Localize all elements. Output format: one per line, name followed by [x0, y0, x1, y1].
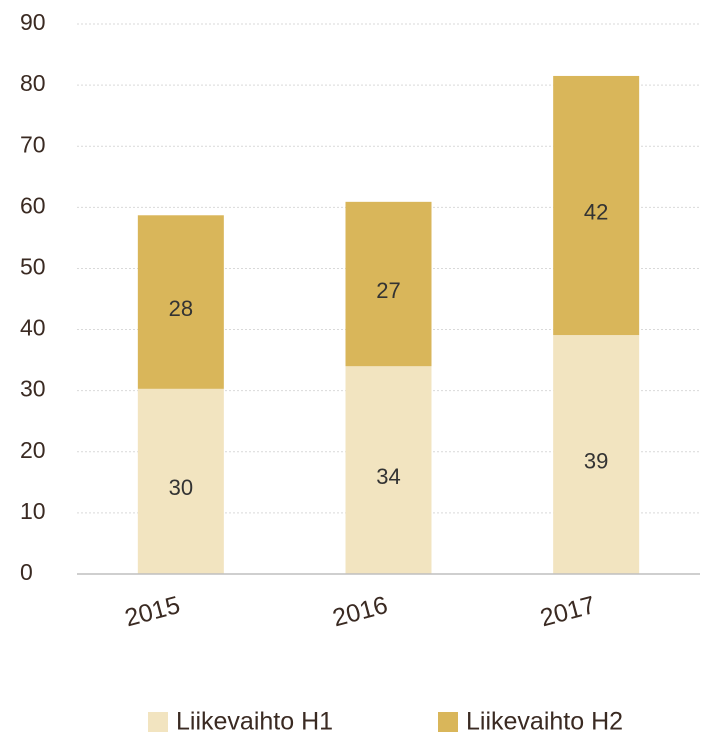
y-tick-label: 80: [20, 70, 46, 96]
data-label: 34: [376, 464, 400, 489]
bar-segment: [137, 388, 224, 574]
legend-swatch: [438, 712, 458, 732]
x-tick-label: 2016: [330, 591, 391, 632]
x-tick-label: 2017: [537, 591, 598, 632]
data-label: 42: [584, 199, 608, 224]
y-tick-label: 10: [20, 498, 46, 524]
y-tick-label: 70: [20, 131, 46, 157]
bar-segment: [345, 366, 432, 574]
bar-segment: [345, 201, 432, 367]
y-tick-label: 30: [20, 376, 46, 402]
bar-segment: [553, 335, 640, 574]
y-tick-label: 0: [20, 559, 33, 585]
y-tick-label: 50: [20, 254, 46, 280]
y-tick-label: 90: [20, 9, 46, 35]
x-tick-label: 2015: [122, 591, 183, 632]
legend-label: Liikevaihto H1: [176, 708, 333, 736]
data-label: 28: [169, 296, 193, 321]
bar-segment: [137, 215, 224, 389]
data-label: 39: [584, 448, 608, 473]
legend-swatch: [148, 712, 168, 732]
bar-segment: [553, 75, 640, 336]
y-tick-label: 40: [20, 315, 46, 341]
data-label: 30: [169, 475, 193, 500]
legend-label: Liikevaihto H2: [466, 708, 623, 736]
y-tick-label: 20: [20, 437, 46, 463]
data-label: 27: [376, 278, 400, 303]
y-tick-label: 60: [20, 192, 46, 218]
